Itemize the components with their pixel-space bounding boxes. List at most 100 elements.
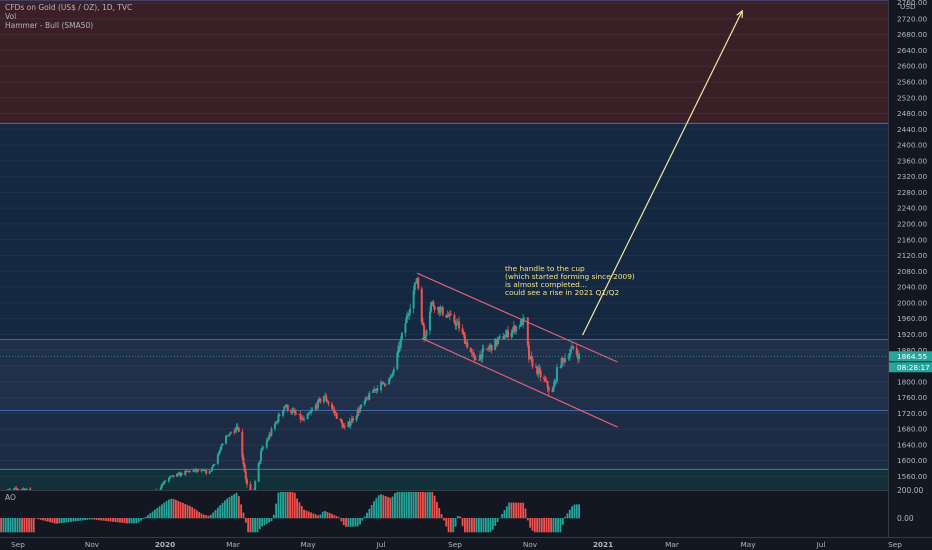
channel-lower-line [421,337,618,428]
ao-bar [561,518,564,525]
ao-bar [342,518,345,526]
candle-body [428,311,431,331]
candle-body [536,366,539,375]
ao-bar [554,518,557,533]
candle-body [388,378,391,385]
ao-scale-zero: 0.00 [897,514,914,523]
candle-body [193,469,196,471]
candle-body [333,409,336,413]
ao-bar [223,500,226,519]
ao-bar [515,502,518,519]
candle-body [456,321,459,323]
candle-body [209,470,212,472]
candle-body [572,346,575,348]
candle-body [437,306,440,310]
candle-body [176,473,179,477]
ao-bar [368,508,371,519]
candle-body [461,328,464,333]
ao-bar [226,498,229,519]
price-tick-2240: 2240.00 [897,204,928,213]
candle-body [534,366,537,368]
candle-body [244,471,247,480]
ao-bar [564,516,567,519]
ao-bar [158,506,161,519]
ao-bar [277,492,280,519]
ao-bar [81,518,84,521]
ao-bar [112,518,114,522]
candle-body [474,357,477,361]
candle-body [412,290,415,309]
zone-red [0,0,888,124]
candle-body [368,392,371,400]
candle-body [496,339,499,345]
ao-bar [575,504,578,519]
ao-bar [44,518,47,521]
candle-body [294,412,297,415]
ao-bar [312,513,315,519]
candle-body [494,338,497,351]
ao-bar [2,518,5,533]
ao-bar [51,518,54,523]
annotation: the handle to the cup(which started form… [505,264,635,297]
candle-body [275,421,278,424]
ao-bar [256,518,259,533]
time-label-nov: Nov [85,540,100,549]
ao-bar [359,518,361,525]
candle-body [567,357,570,359]
ao-bar [119,518,121,523]
candle-body [519,320,522,327]
candle-body [200,470,203,472]
ao-bar [559,518,562,533]
time-label-sep: Sep [888,540,902,549]
candle-body [205,470,208,474]
countdown-tag [889,362,932,373]
candle-body [531,358,534,367]
candle-body [441,307,444,315]
ao-bar [340,518,343,522]
candle-body [334,412,337,414]
candle-body [398,346,401,348]
candle-body [482,348,485,350]
price-tick-1760: 1760.00 [897,393,928,402]
candle-body [413,282,416,291]
ao-bar [494,518,497,526]
candle-body [242,457,245,465]
candle-body [301,417,304,421]
ao-bar [356,518,359,527]
ao-bar [354,518,357,527]
ao-bar [286,492,289,519]
ao-bar [102,518,105,521]
candle-body [510,332,513,338]
candle-body [163,480,166,484]
ao-bar [293,492,296,519]
ao-bar [179,501,182,519]
ao-bar [463,518,466,533]
ao-bar [452,518,455,533]
candle-body [537,368,540,375]
ao-bar [450,518,452,533]
candle-body [400,332,403,340]
ao-bar [468,518,471,533]
ao-bar [195,510,198,519]
time-label-jul: Jul [816,540,826,549]
ao-bar [72,518,75,522]
ao-bar [14,518,16,533]
ao-bar [394,493,396,519]
ao-bar [319,514,322,519]
ao-bar [156,507,159,519]
candle-body [325,395,328,401]
ao-bar [538,518,541,533]
ao-bar [191,507,194,519]
ao-bar [88,518,91,520]
candle-body [433,306,436,310]
annotation-line-2: (which started forming since 2009) [505,272,635,281]
ao-bar [529,518,532,528]
zone-steel-blue [0,410,888,470]
ao-bar [461,518,464,527]
candle-body [276,421,279,423]
candle-body [575,347,578,355]
price-scale: 200.00 0.00 1560.00 1600.00 1640.00 1680.00 17… [888,0,932,550]
candle-body [226,435,229,437]
ao-bar [566,513,569,519]
